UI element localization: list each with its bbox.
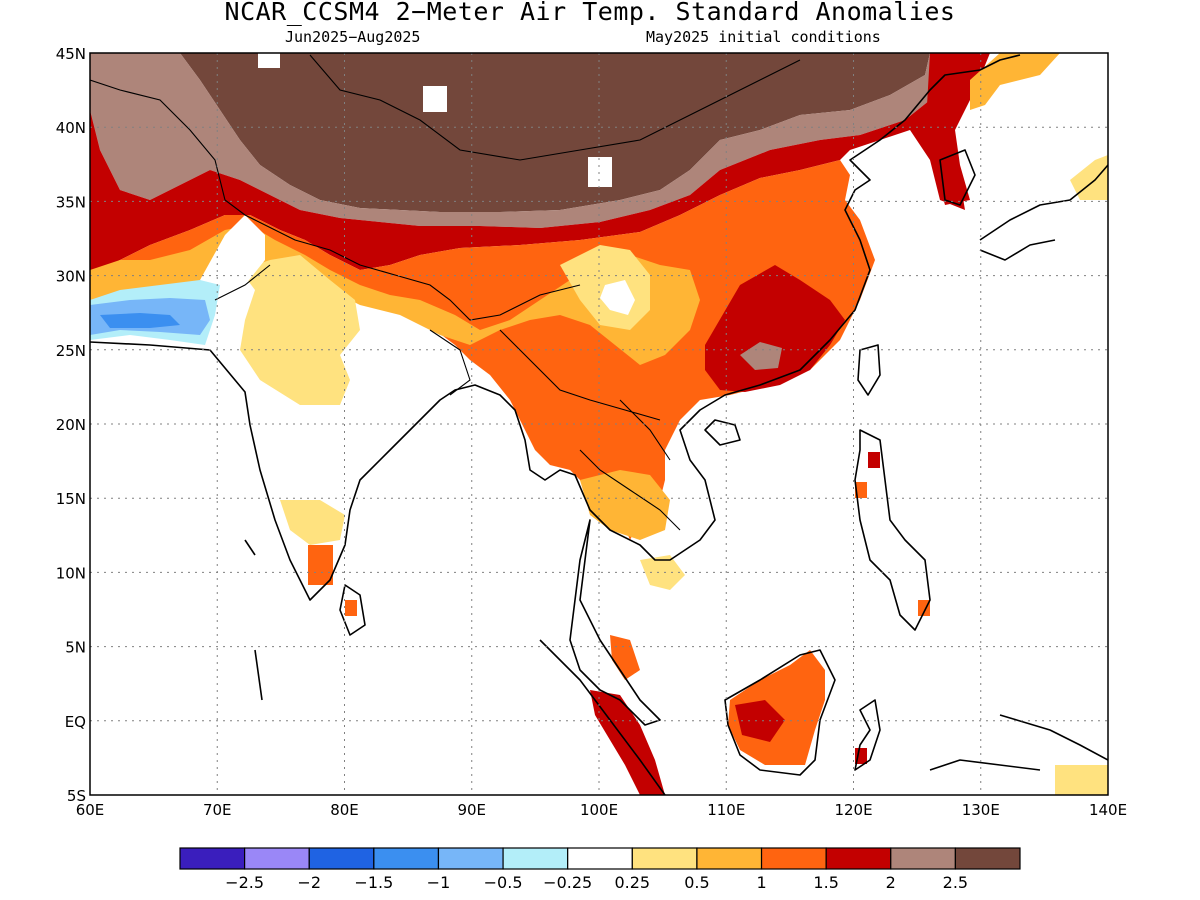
lon-tick-label: 130E xyxy=(962,801,1000,819)
missing-data-cell xyxy=(588,157,612,187)
colorbar-labels: −2.5 −2 −1.5 −1 −0.5 −0.25 0.25 0.5 1 1.5 2 2.5 xyxy=(225,873,968,892)
anomaly-region-neg-1 xyxy=(100,313,180,328)
anomaly-region-near-zero-north-india xyxy=(200,215,265,300)
colorbar-swatch xyxy=(373,847,440,870)
missing-data-cell xyxy=(423,86,447,112)
colorbar-label: 1.5 xyxy=(813,873,838,892)
anomaly-region-0_5-se xyxy=(640,555,685,590)
anomaly-region-0_5-south xyxy=(280,500,345,545)
anomaly-region-north-2_5 xyxy=(180,53,930,212)
anomaly-cell-philippines-north xyxy=(868,452,880,468)
lat-tick-label: EQ xyxy=(65,713,86,731)
colorbar-label: 1 xyxy=(756,873,766,892)
colorbar-label: 2 xyxy=(886,873,896,892)
colorbar-label: −1.5 xyxy=(354,873,393,892)
anomaly-region-1-korea-east xyxy=(970,53,1060,110)
lat-tick-label: 15N xyxy=(56,490,86,508)
missing-data-cell xyxy=(258,53,280,68)
lat-tick-label: 10N xyxy=(56,564,86,582)
colorbar-label: 2.5 xyxy=(943,873,968,892)
anomaly-region-0_5-png xyxy=(1055,765,1108,795)
grid-lines xyxy=(90,53,1108,795)
colorbar xyxy=(179,847,1021,870)
lon-tick-label: 110E xyxy=(707,801,745,819)
lat-tick-label: 25N xyxy=(56,342,86,360)
map-frame xyxy=(89,52,1109,796)
colorbar-swatch xyxy=(308,847,375,870)
lat-tick-label: 30N xyxy=(56,268,86,286)
colorbar-label: 0.5 xyxy=(684,873,709,892)
lat-tick-label: 5S xyxy=(67,787,86,805)
colorbar-label: 0.25 xyxy=(614,873,650,892)
anomaly-cell-mindanao xyxy=(918,600,930,616)
lon-tick-label: 90E xyxy=(457,801,486,819)
colorbar-swatch xyxy=(760,847,827,870)
colorbar-label: −2 xyxy=(297,873,321,892)
lon-tick-label: 140E xyxy=(1089,801,1127,819)
initial-conditions: May2025 initial conditions xyxy=(646,28,881,46)
colorbar-swatch xyxy=(502,847,569,870)
colorbar-swatch xyxy=(179,847,246,870)
colorbar-swatch xyxy=(954,847,1021,870)
anomaly-region-near-zero-plateau xyxy=(600,280,635,315)
country-borders xyxy=(90,54,801,531)
lat-tick-labels: 45N 40N 35N 30N 25N 20N 15N 10N 5N EQ 5S xyxy=(56,45,86,805)
lon-tick-labels: 60E 70E 80E 90E 100E 110E 120E 130E 140E xyxy=(76,801,1127,819)
lon-tick-label: 60E xyxy=(76,801,105,819)
anomaly-region-2-borneo xyxy=(735,700,785,742)
lon-tick-label: 100E xyxy=(580,801,618,819)
anomaly-region-2 xyxy=(90,53,990,270)
colorbar-swatch xyxy=(437,847,504,870)
colorbar-swatch xyxy=(890,847,956,870)
lat-tick-label: 40N xyxy=(56,119,86,137)
colorbar-swatch xyxy=(825,847,892,870)
lat-tick-label: 5N xyxy=(65,639,86,657)
colorbar-label: −0.5 xyxy=(484,873,523,892)
anomaly-region-2_5-southeast-china xyxy=(740,342,782,370)
colorbar-swatch xyxy=(631,847,698,870)
anomaly-region-north-2 xyxy=(90,53,930,228)
colorbar-swatch xyxy=(244,847,310,870)
lat-tick-label: 20N xyxy=(56,416,86,434)
lon-tick-label: 70E xyxy=(203,801,232,819)
anomaly-region-0_5-japan xyxy=(1070,155,1108,200)
colorbar-label: −1 xyxy=(427,873,451,892)
anomaly-cell-philippines-west xyxy=(855,482,867,498)
map-title: NCAR_CCSM4 2−Meter Air Temp. Standard An… xyxy=(224,0,956,26)
anomaly-region-0_5 xyxy=(240,255,360,405)
anomaly-region-1_5-sumatra xyxy=(610,635,640,680)
colorbar-swatch xyxy=(567,847,633,870)
colorbar-label: −0.25 xyxy=(543,873,592,892)
forecast-period: Jun2025−Aug2025 xyxy=(285,28,421,46)
lat-tick-label: 45N xyxy=(56,45,86,63)
lat-tick-label: 35N xyxy=(56,193,86,211)
colorbar-swatch xyxy=(696,847,763,870)
anomaly-cell-south-india xyxy=(308,545,333,585)
lon-tick-label: 120E xyxy=(834,801,872,819)
coastlines xyxy=(90,54,1108,795)
lon-tick-label: 80E xyxy=(330,801,359,819)
anomaly-cell-sri-lanka xyxy=(345,600,357,616)
colorbar-label: −2.5 xyxy=(225,873,264,892)
